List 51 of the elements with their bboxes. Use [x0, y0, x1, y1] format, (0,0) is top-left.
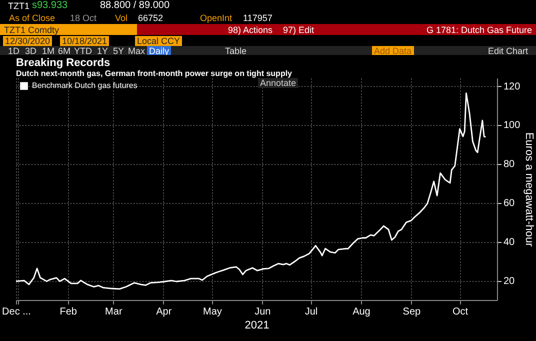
text: 1D	[8, 46, 20, 56]
text: 5Y	[113, 46, 124, 56]
text: Daily	[147, 46, 172, 56]
y-tick-label: 60	[504, 198, 516, 210]
text: 6M	[58, 46, 71, 56]
y-tick-label: 80	[504, 159, 516, 170]
text: Max	[128, 46, 146, 56]
x-tick-label: Aug	[352, 306, 370, 318]
y-tick-label: 20	[504, 276, 516, 288]
legend-label: Benchmark Dutch gas futures	[32, 81, 138, 90]
text: G 1781: Dutch Gas Future	[426, 25, 532, 35]
text: Add Data	[372, 46, 414, 56]
x-tick-label: Dec ...	[2, 306, 31, 318]
text: Vol	[115, 13, 128, 23]
chart-title: Breaking Records	[16, 57, 110, 69]
line-series	[15, 92, 486, 290]
text: As of Close	[9, 13, 56, 23]
text: TZT1	[8, 1, 30, 11]
y-tick-label: 40	[504, 237, 516, 248]
x-tick-label: Apr	[156, 306, 172, 318]
text: Table	[225, 46, 247, 56]
x-tick-label: Jun	[254, 306, 271, 318]
y-tick-label: 100	[504, 120, 521, 132]
text: OpenInt	[200, 13, 232, 23]
x-tick-label: May	[203, 306, 222, 318]
y-axis-title: Euros a megawatt-hour	[523, 132, 536, 247]
text: 3D	[25, 46, 37, 56]
x-tick-label: Jul	[304, 306, 318, 318]
chart-subtitle: Dutch next-month gas, German front-month power surge on tight supply	[16, 69, 293, 78]
text: s93.933	[32, 0, 68, 11]
text: Edit Chart	[488, 46, 528, 56]
text: 97) Edit	[283, 25, 314, 35]
x-axis-title: 2021	[244, 320, 270, 332]
text: 1Y	[97, 46, 108, 56]
x-tick-label: Oct	[452, 306, 468, 318]
text: 10/18/2021	[60, 36, 110, 46]
text: Local CCY	[135, 36, 182, 46]
text: 1M	[42, 46, 55, 56]
text: 117957	[243, 13, 272, 23]
text: 18 Oct	[70, 13, 97, 23]
text: 98) Actions	[228, 25, 273, 35]
x-tick-label: Mar	[105, 306, 123, 318]
text: 88.800 / 89.000	[100, 0, 170, 11]
text: 12/30/2020	[3, 36, 52, 46]
text: YTD	[74, 46, 92, 56]
y-tick-label: 120	[504, 81, 521, 92]
text: TZT1 Comdty	[4, 25, 60, 35]
x-tick-label: Feb	[60, 306, 78, 318]
text: 66752	[138, 13, 164, 23]
x-tick-label: Sep	[402, 306, 421, 318]
annotation: Annotate	[258, 78, 298, 88]
